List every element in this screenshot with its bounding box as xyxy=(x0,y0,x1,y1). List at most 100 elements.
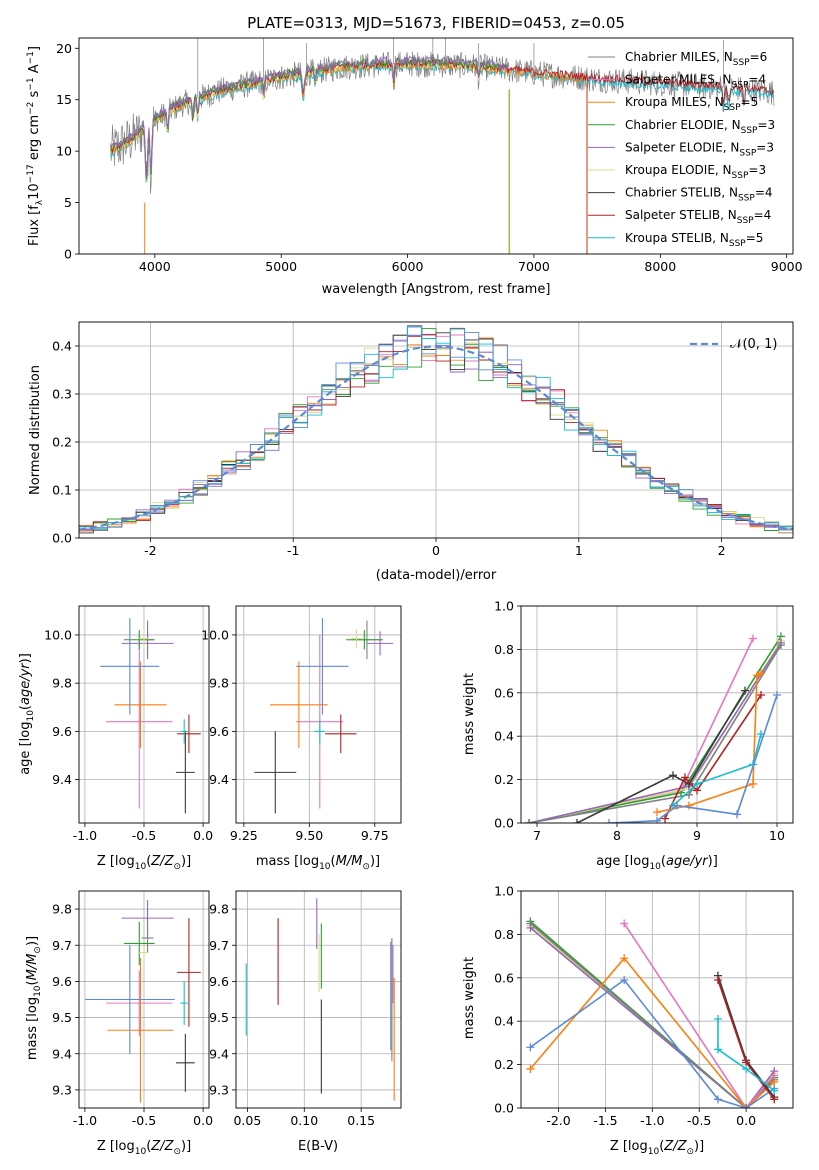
spectrum-y-label: Flux [fλ10−17 erg cm−2 s−1 A−1] xyxy=(26,46,45,246)
residual-x-label: (data-model)/error xyxy=(376,568,497,583)
y-tick-label: 9.8 xyxy=(52,902,72,917)
x-tick-label: 4000 xyxy=(139,259,171,274)
x-tick-label: 2 xyxy=(718,543,726,558)
x-tick-label: -1 xyxy=(287,543,299,558)
weight-vs-z-chart-x-label: Z [log10(Z/Z⊙)] xyxy=(610,1139,704,1157)
x-tick-label: 0.0 xyxy=(193,828,213,843)
y-tick-label: 9.3 xyxy=(209,1082,229,1097)
legend-label: Kroupa STELIB, NSSP=5 xyxy=(625,231,763,249)
weight-line-salpeter-stelib xyxy=(664,694,762,820)
y-tick-label: 0.4 xyxy=(52,339,72,354)
weight-marker xyxy=(733,810,741,819)
x-tick-label: 9000 xyxy=(771,259,803,274)
axes-frame xyxy=(235,605,402,824)
legend-label: Chabrier ELODIE, NSSP=3 xyxy=(625,118,775,136)
y-tick-label: 9.4 xyxy=(209,1046,229,1061)
mass-vs-z-chart-y-label: mass [log10(M/M⊙)] xyxy=(25,936,43,1060)
y-tick-label: 15 xyxy=(56,92,72,107)
weight-marker xyxy=(661,814,669,823)
weight-marker xyxy=(653,816,661,823)
histogram-step xyxy=(79,331,793,538)
y-tick-label: 9.6 xyxy=(209,974,229,989)
weight-marker xyxy=(685,801,693,810)
y-tick-label: 0.2 xyxy=(52,435,72,450)
age-vs-z-chart-x-label: Z [log10(Z/Z⊙)] xyxy=(97,854,191,872)
y-tick-label: 9.5 xyxy=(209,1010,229,1025)
x-tick-label: 6000 xyxy=(392,259,424,274)
axes-frame xyxy=(78,605,210,824)
y-tick-label: 0.4 xyxy=(494,729,514,744)
axes-frame xyxy=(520,605,794,824)
x-tick-label: 10 xyxy=(769,828,785,843)
x-tick-label: 7000 xyxy=(518,259,550,274)
x-tick-label: 7 xyxy=(533,828,541,843)
weight-marker xyxy=(749,634,757,643)
y-tick-label: 1.0 xyxy=(494,599,514,614)
spectrum-title: PLATE=0313, MJD=51673, FIBERID=0453, z=0… xyxy=(247,14,625,32)
weight-marker xyxy=(742,1104,751,1108)
legend-label: Salpeter MILES, NSSP=4 xyxy=(625,73,766,91)
plot-area xyxy=(84,900,201,1103)
weight-marker xyxy=(526,919,535,928)
y-tick-label: 0.8 xyxy=(494,927,514,942)
weight-marker xyxy=(757,690,765,699)
mass-vs-z-chart-x-label: Z [log10(Z/Z⊙)] xyxy=(97,1139,191,1157)
plot-area xyxy=(100,618,201,814)
x-tick-label: 9.25 xyxy=(230,828,258,843)
y-tick-label: 9.8 xyxy=(209,676,229,691)
x-tick-label: -1.0 xyxy=(73,828,97,843)
y-tick-label: 1.0 xyxy=(494,884,514,899)
weight-vs-age-chart: 7 8 9 10 0.0 0.2 0.4 0.6 0.8 1.0 xyxy=(494,599,794,843)
y-tick-label: 5 xyxy=(64,195,72,210)
y-tick-label: 9.3 xyxy=(52,1082,72,1097)
x-tick-label: -2.0 xyxy=(546,1113,570,1128)
weight-marker xyxy=(713,975,722,984)
y-tick-label: 9.4 xyxy=(209,772,229,787)
weight-marker xyxy=(713,1015,722,1024)
y-tick-label: 0.0 xyxy=(52,531,72,546)
weight-marker xyxy=(741,686,749,695)
x-tick-label: -1.0 xyxy=(640,1113,664,1128)
plot-area xyxy=(254,618,394,814)
x-tick-label: 0.10 xyxy=(290,1113,318,1128)
age-vs-z-chart-y-label: age [log10(age/yr)] xyxy=(18,653,36,775)
x-tick-label: -0.5 xyxy=(132,1113,156,1128)
y-tick-label: 0.0 xyxy=(494,816,514,831)
plot-area xyxy=(526,917,779,1108)
weight-line-kroupa-stelib xyxy=(672,733,762,807)
axes-frame xyxy=(78,321,794,539)
x-tick-label: 0 xyxy=(432,543,440,558)
weight-marker xyxy=(770,1086,779,1095)
spectrum-model-line xyxy=(110,61,588,180)
y-tick-label: 9.4 xyxy=(52,1046,72,1061)
weight-marker xyxy=(681,773,689,782)
weight-vs-age-chart-x-label: age [log10(age/yr)] xyxy=(596,854,718,872)
y-tick-label: 0.6 xyxy=(494,685,514,700)
residual-y-label: Normed distribution xyxy=(28,365,43,495)
y-tick-label: 9.4 xyxy=(52,772,72,787)
age-vs-z-chart: -1.0 -0.5 0.0 9.4 9.6 9.8 10.0 xyxy=(44,605,213,843)
x-tick-label: 0.0 xyxy=(736,1113,756,1128)
legend-label: Salpeter STELIB, NSSP=4 xyxy=(625,208,771,226)
weight-marker xyxy=(693,779,701,788)
legend-label: Kroupa MILES, NSSP=5 xyxy=(625,95,758,113)
x-tick-label: 0.15 xyxy=(347,1113,375,1128)
age-vs-mass-chart: 9.25 9.50 9.75 9.4 9.6 9.8 10.0 xyxy=(201,605,402,843)
x-tick-label: -2 xyxy=(144,543,156,558)
x-tick-label: 8000 xyxy=(644,259,676,274)
x-tick-label: 5000 xyxy=(265,259,297,274)
spectrum-chart: 4000 5000 6000 7000 8000 9000 0 5 10 15 20 xyxy=(56,37,803,274)
normal-curve xyxy=(79,345,793,531)
x-tick-label: 9 xyxy=(693,828,701,843)
weight-vs-age-chart-y-label: mass weight xyxy=(462,673,477,755)
y-tick-label: 10.0 xyxy=(201,627,229,642)
axes-frame xyxy=(520,890,794,1109)
y-tick-label: 0 xyxy=(64,247,72,262)
x-tick-label: 8 xyxy=(613,828,621,843)
spectrum-x-label: wavelength [Angstrom, rest frame] xyxy=(322,282,551,297)
weight-marker xyxy=(620,975,629,984)
x-tick-label: 0.0 xyxy=(193,1113,213,1128)
x-tick-label: -1.0 xyxy=(73,1113,97,1128)
weight-marker xyxy=(770,1095,779,1104)
